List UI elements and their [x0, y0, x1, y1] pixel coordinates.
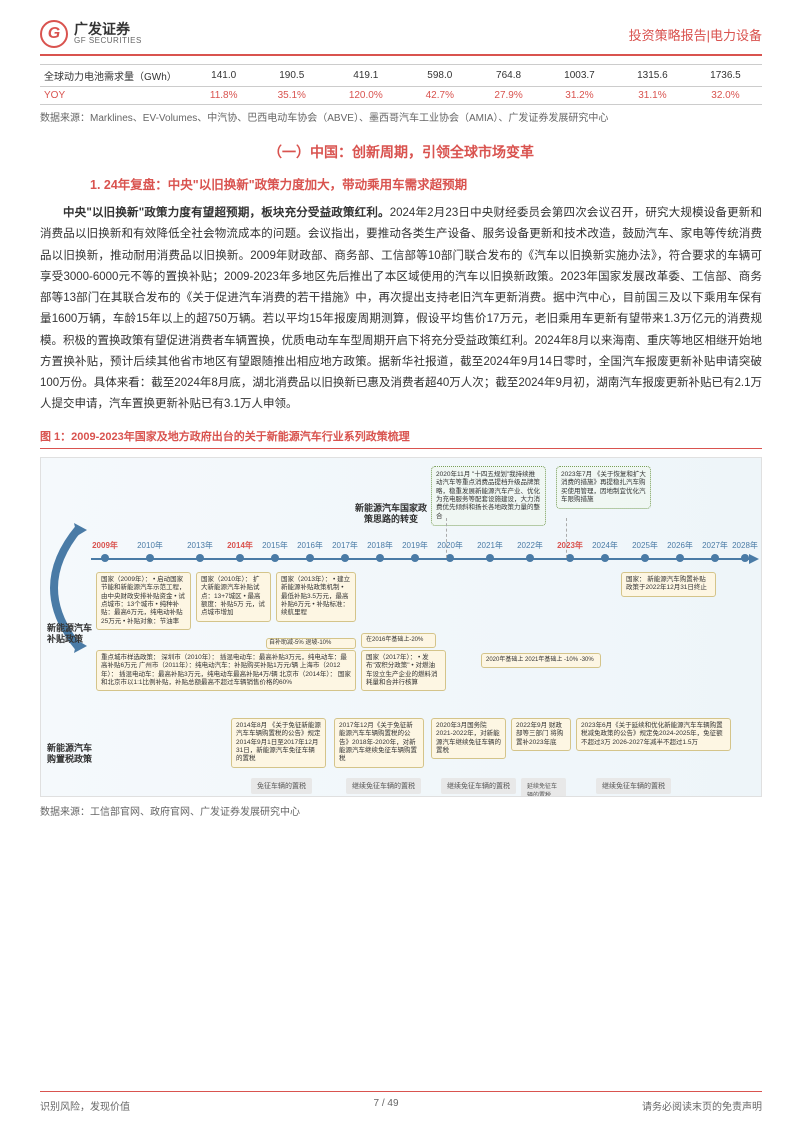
tax-box-2023: 2023年6月《关于延续和优化新能源汽车车辆购置税减免政策的公告》规定免2024… — [576, 718, 731, 751]
tax-status: 继续免征车辆的置税 — [596, 778, 671, 794]
policy-box-2010: 国家（2010年）： 扩大新能源汽车补贴试点：13+7城区 • 最高额度：补贴5… — [196, 572, 271, 622]
year-label: 2010年 — [137, 540, 163, 551]
section-heading: （一）中国：创新周期，引领全球市场变革 — [40, 142, 762, 162]
year-dot — [676, 554, 684, 562]
policy-box-cities: 重点城市样选政策： 深圳市（2010年）： 插混电动车：最高补贴3万元，纯电动车… — [96, 650, 356, 692]
side-label-subsidy: 新能源汽车补贴政策 — [47, 623, 97, 646]
year-label: 2019年 — [402, 540, 428, 551]
document-title: 投资策略报告|电力设备 — [629, 25, 762, 44]
policy-box-2016b: 在2016年基础上-20% — [361, 633, 436, 649]
tax-status: 免征车辆的置税 — [251, 778, 312, 794]
policy-box-2017: 国家（2017年）： • 发布"双积分政策" • 对燃油车设立生产企业的燃料消耗… — [361, 650, 446, 692]
connector — [566, 518, 567, 558]
top-label: 新能源汽车国家政策思路的转变 — [351, 503, 431, 526]
battery-demand-table: 全球动力电池需求量（GWh） 141.0 190.5 419.1 598.0 7… — [40, 64, 762, 105]
year-dot — [446, 554, 454, 562]
side-label-tax: 新能源汽车购置税政策 — [47, 743, 97, 766]
policy-note-2020: 2020年11月 "十四五规划"我持续推动汽车等重点消费品提档升级品牌策略，稳重… — [431, 466, 546, 527]
policy-box-future: 国家： 新能源汽车购置补贴政策于2022年12月31日终止 — [621, 572, 716, 597]
tax-box-2022: 2022年9月 财政部等三部门 将购置补2023年底 — [511, 718, 571, 751]
tax-status: 延续免征车辆的置税 — [521, 778, 566, 797]
policy-timeline-figure: 新能源汽车补贴政策 新能源汽车购置税政策 新能源汽车国家政策思路的转变 2009… — [40, 457, 762, 797]
policy-box-2016a: 自补助减-5% 退坡-10% — [266, 638, 356, 650]
page-footer: 识别风险，发现价值 7 / 49 请务必阅读末页的免责声明 — [40, 1091, 762, 1113]
policy-box-2009: 国家（2009年）： • 启动国家节能和新能源汽车示范工程，由中央财政安排补贴资… — [96, 572, 191, 631]
lead-sentence: 中央"以旧换新"政策力度有望超预期，板块充分受益政策红利。 — [63, 207, 390, 219]
year-dot — [711, 554, 719, 562]
footer-right: 请务必阅读末页的免责声明 — [642, 1098, 762, 1113]
year-dot — [341, 554, 349, 562]
year-label: 2017年 — [332, 540, 358, 551]
timeline-axis — [91, 558, 751, 560]
year-dot — [411, 554, 419, 562]
year-label: 2026年 — [667, 540, 693, 551]
body-rest: 2024年2月23日中央财经委员会第四次会议召开，研究大规模设备更新和消费品以旧… — [40, 207, 762, 410]
year-label: 2020年 — [437, 540, 463, 551]
year-dot — [376, 554, 384, 562]
year-dot — [306, 554, 314, 562]
year-dot — [196, 554, 204, 562]
year-label: 2022年 — [517, 540, 543, 551]
logo-icon: G — [40, 20, 68, 48]
year-dot — [486, 554, 494, 562]
logo-cn: 广发证券 — [74, 22, 142, 37]
year-dot — [741, 554, 749, 562]
tax-status: 继续免征车辆的置税 — [441, 778, 516, 794]
year-label: 2016年 — [297, 540, 323, 551]
year-label: 2024年 — [592, 540, 618, 551]
year-label: 2014年 — [227, 540, 253, 551]
year-dot — [236, 554, 244, 562]
policy-box-2013: 国家（2013年）： • 建立新能源补贴政策机制 • 最低补贴3.5万元，最高补… — [276, 572, 356, 622]
year-label: 2025年 — [632, 540, 658, 551]
tax-box-2020: 2020年3月国务院 2021-2022年，对新能源汽车继续免征车辆的置税 — [431, 718, 506, 760]
figure-title: 图 1：2009-2023年国家及地方政府出台的关于新能源汽车行业系列政策梳理 — [40, 428, 762, 449]
policy-note-2023: 2023年7月 《关于恢复和扩大消费的措施》再提稳扎汽车购买使用管理，因地制宜优… — [556, 466, 651, 510]
year-dot — [271, 554, 279, 562]
body-paragraph: 中央"以旧换新"政策力度有望超预期，板块充分受益政策红利。2024年2月23日中… — [40, 203, 762, 416]
tax-box-2014: 2014年8月 《关于免征新能源汽车车辆购置税的公告》规定2014年9月1日至2… — [231, 718, 326, 768]
logo-en: GF SECURITIES — [74, 37, 142, 46]
page-number: 7 / 49 — [373, 1098, 398, 1113]
footer-left: 识别风险，发现价值 — [40, 1098, 130, 1113]
connector — [446, 518, 447, 558]
year-label: 2021年 — [477, 540, 503, 551]
year-label: 2009年 — [92, 540, 118, 551]
figure-source: 数据来源：工信部官网、政府官网、广发证券发展研究中心 — [40, 803, 762, 818]
row-label: 全球动力电池需求量（GWh） — [40, 65, 190, 87]
company-logo: G 广发证券 GF SECURITIES — [40, 20, 142, 48]
year-dot — [101, 554, 109, 562]
year-dot — [641, 554, 649, 562]
year-label: 2018年 — [367, 540, 393, 551]
year-label: 2028年 — [732, 540, 758, 551]
policy-box-2020: 2020年基础上 2021年基础上 -10% -30% — [481, 653, 601, 669]
subsection-heading: 1. 24年复盘：中央"以旧换新"政策力度加大，带动乘用车需求超预期 — [90, 174, 762, 193]
tax-status: 继续免征车辆的置税 — [346, 778, 421, 794]
table-source: 数据来源：Marklines、EV-Volumes、中汽协、巴西电动车协会（AB… — [40, 109, 762, 124]
table-row: 全球动力电池需求量（GWh） 141.0 190.5 419.1 598.0 7… — [40, 65, 762, 87]
year-label: 2013年 — [187, 540, 213, 551]
year-label: 2027年 — [702, 540, 728, 551]
page-header: G 广发证券 GF SECURITIES 投资策略报告|电力设备 — [40, 20, 762, 56]
year-label: 2015年 — [262, 540, 288, 551]
tax-box-2017: 2017年12月《关于免征新能源汽车车辆购置税的公告》2018年-2020年，对… — [334, 718, 424, 768]
year-label: 2023年 — [557, 540, 583, 551]
year-dot — [566, 554, 574, 562]
row-label: YOY — [40, 87, 190, 105]
year-dot — [526, 554, 534, 562]
year-dot — [601, 554, 609, 562]
year-dot — [146, 554, 154, 562]
table-row: YOY 11.8% 35.1% 120.0% 42.7% 27.9% 31.2%… — [40, 87, 762, 105]
